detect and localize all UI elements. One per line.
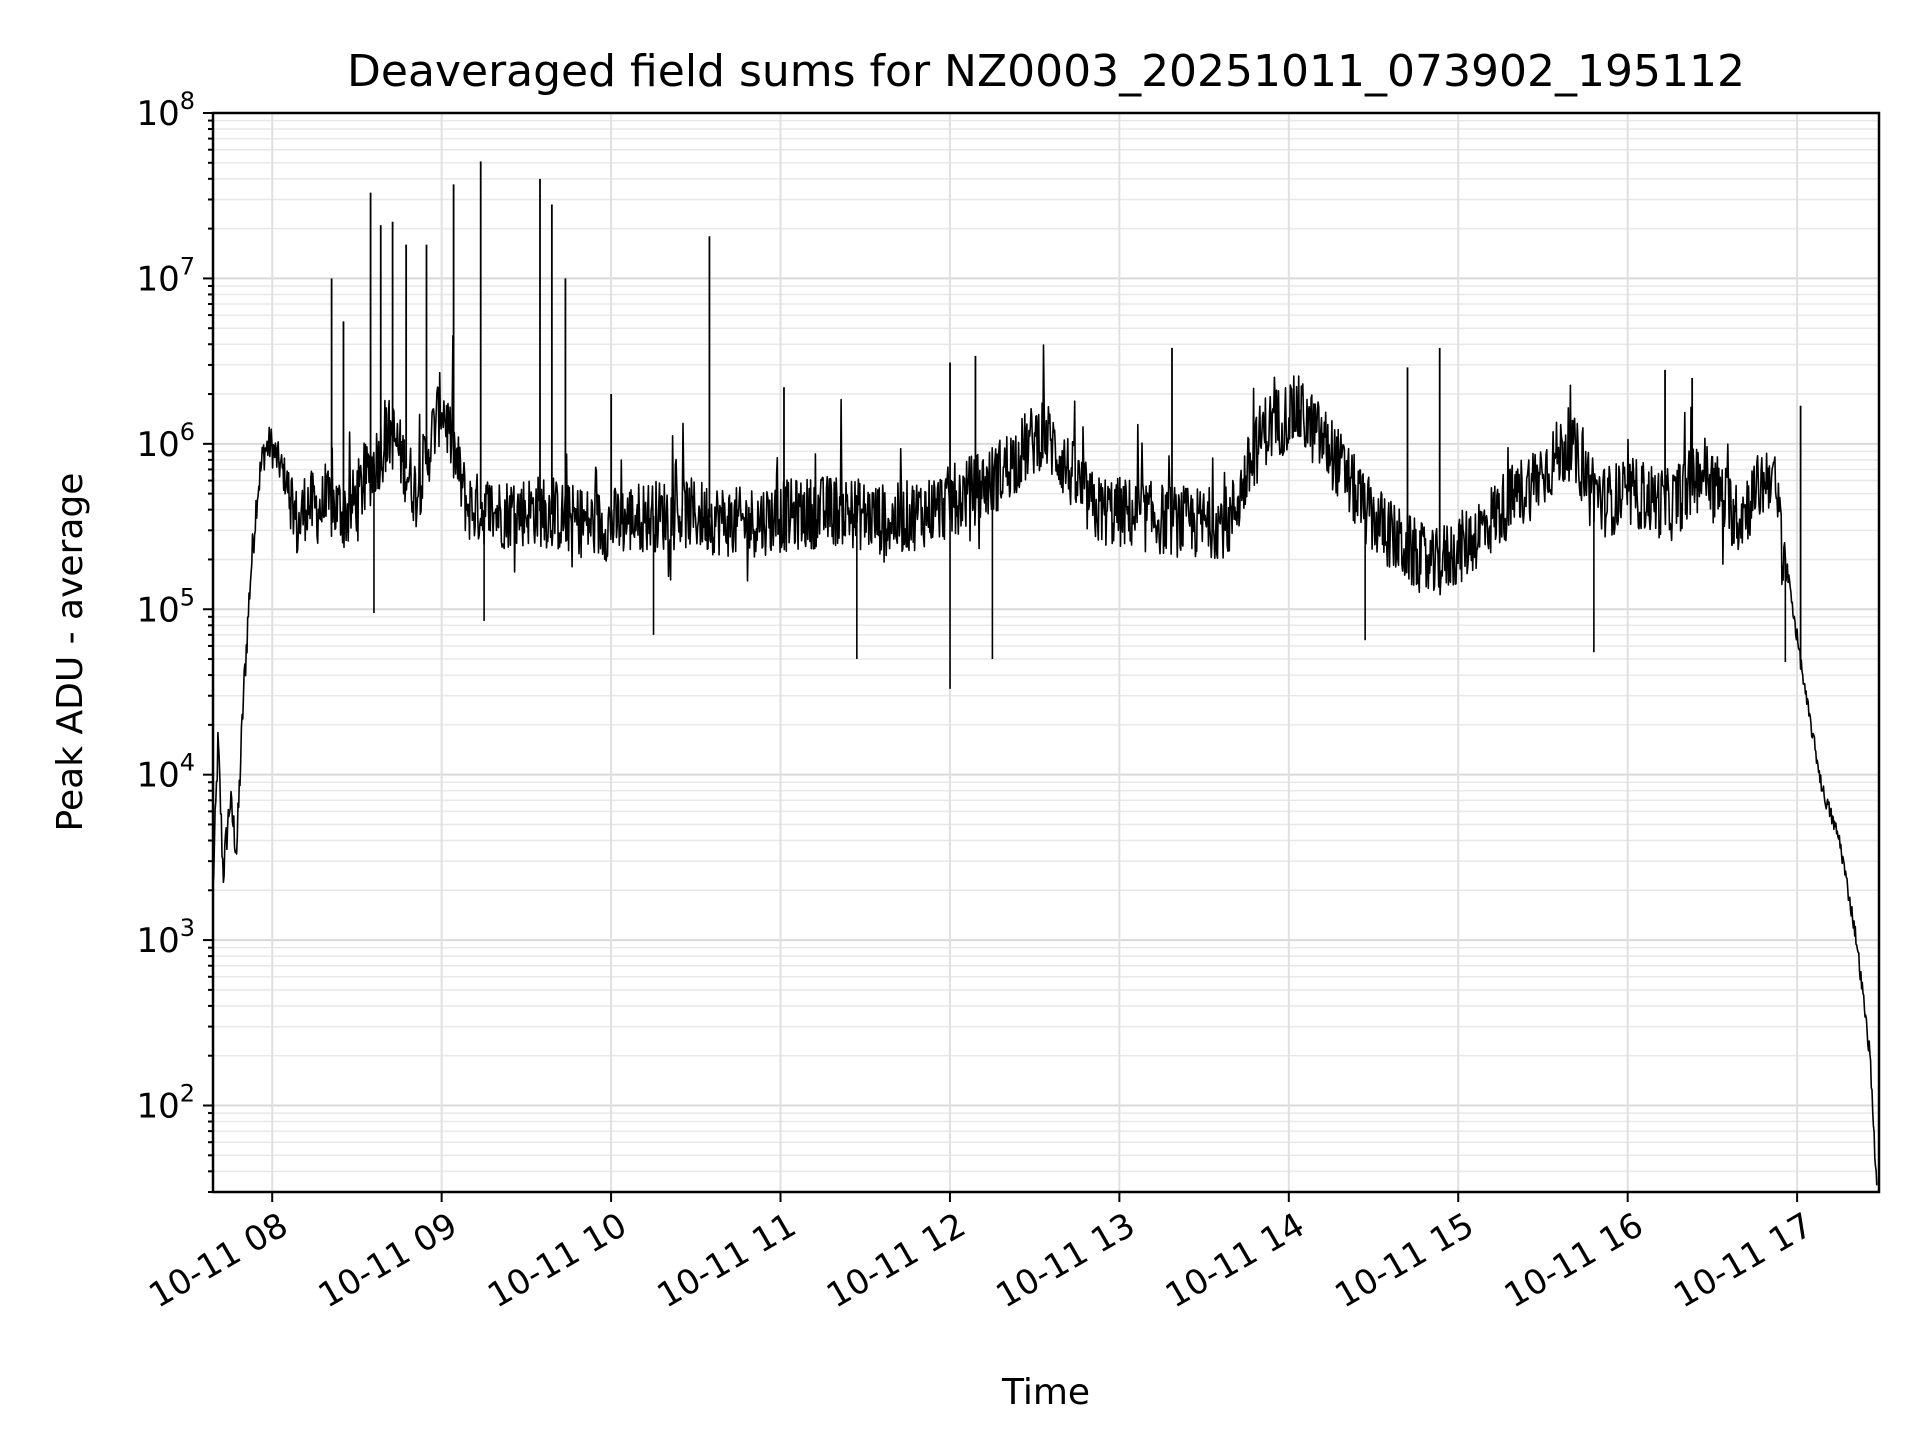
y-tick-label: 106: [136, 418, 195, 465]
series-line: [212, 335, 1878, 1186]
y-axis-label: Peak ADU - average: [50, 473, 91, 832]
y-tick-label: 103: [136, 914, 195, 961]
y-tick-label: 104: [136, 749, 195, 796]
plot-area: [212, 161, 1878, 1186]
y-axis: 102 103 104 105 106 107 108: [136, 87, 213, 1193]
chart-title: Deaveraged field sums for NZ0003_2025101…: [347, 46, 1745, 97]
plot-frame: [211, 111, 1881, 1194]
y-tick-label: 105: [136, 583, 195, 630]
grid: [213, 112, 1879, 1193]
y-tick-label: 108: [136, 87, 195, 134]
x-axis-label: Time: [1001, 1372, 1090, 1413]
y-tick-label: 102: [136, 1080, 195, 1127]
y-tick-label: 107: [136, 252, 195, 299]
